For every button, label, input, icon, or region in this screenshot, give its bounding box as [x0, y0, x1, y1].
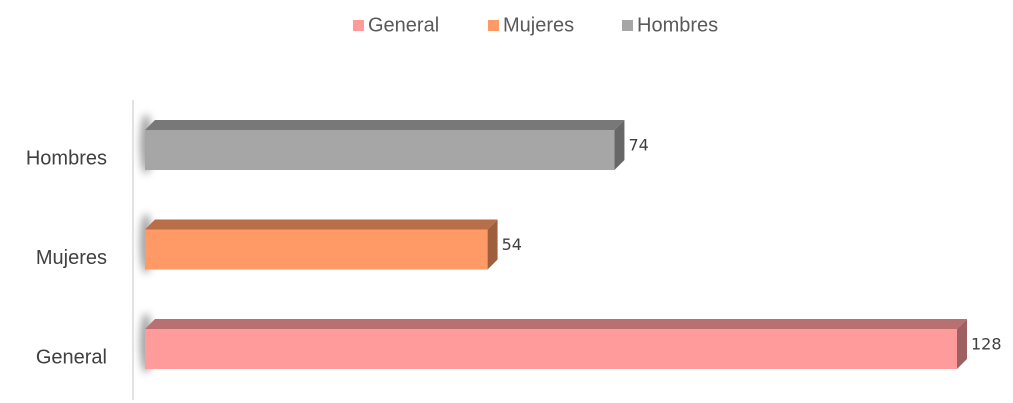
- data-label: 128: [971, 335, 1002, 354]
- legend-swatch: [353, 20, 364, 31]
- legend-swatch: [622, 20, 633, 31]
- bar: [145, 319, 967, 369]
- category-label: General: [36, 346, 107, 368]
- bar: [145, 219, 498, 270]
- bar-side: [614, 120, 625, 170]
- category-label: Mujeres: [36, 247, 107, 269]
- data-label: 54: [502, 235, 522, 254]
- legend-label: Mujeres: [503, 14, 574, 36]
- legend-label: General: [368, 14, 439, 36]
- bar-top: [145, 319, 967, 329]
- legend-label: Hombres: [637, 14, 718, 36]
- legend-swatch: [488, 20, 499, 31]
- bar-front: [145, 329, 957, 369]
- category-label: Hombres: [26, 147, 107, 169]
- bar: [145, 120, 625, 170]
- bar-side: [957, 319, 967, 369]
- bar-front: [145, 229, 488, 270]
- data-label: 74: [628, 136, 648, 155]
- bar-front: [145, 130, 615, 170]
- bar-top: [145, 219, 498, 230]
- bar-top: [145, 120, 625, 130]
- bar-side: [487, 219, 498, 270]
